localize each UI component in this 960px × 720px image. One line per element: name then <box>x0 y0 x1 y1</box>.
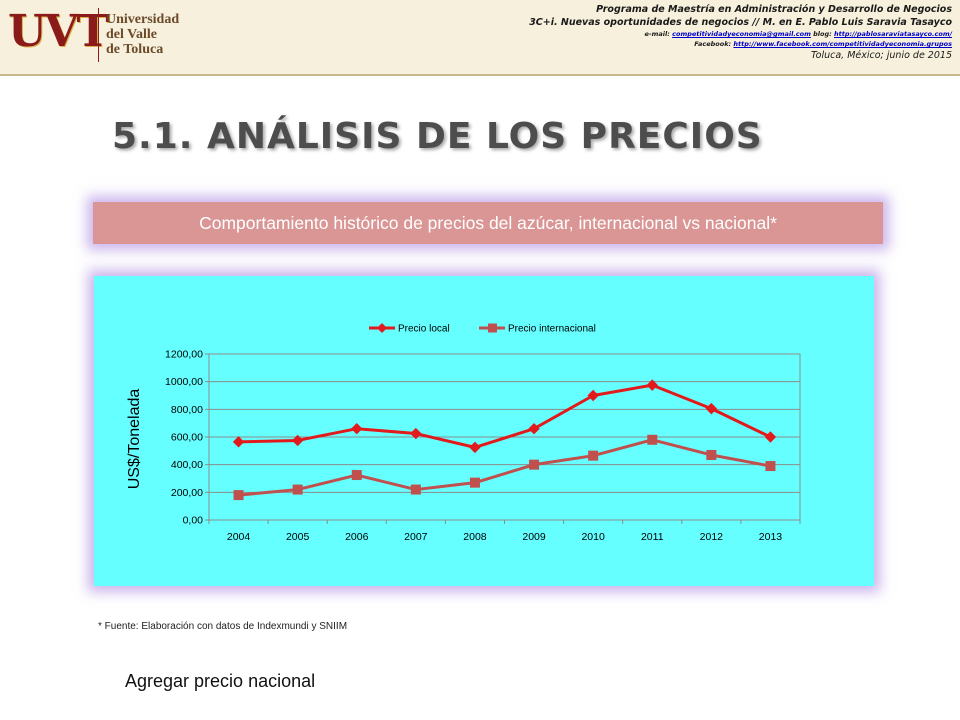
y-tick-label: 1000,00 <box>165 376 203 388</box>
legend-label: Precio local <box>398 324 450 335</box>
x-tick-label: 2007 <box>404 531 428 543</box>
data-point-local <box>410 427 422 440</box>
data-point-local <box>469 441 481 454</box>
course-line: 3C+i. Nuevas oportunidades de negocios /… <box>529 17 952 28</box>
x-tick-label: 2008 <box>463 531 487 543</box>
logo-line-1: Universidad <box>106 12 180 27</box>
data-point-international <box>765 461 776 472</box>
legend-label: Precio internacional <box>508 324 596 335</box>
slide-note: Agregar precio nacional <box>125 671 316 691</box>
y-tick-label: 200,00 <box>171 487 203 499</box>
x-tick-label: 2006 <box>345 531 369 543</box>
blog-label: blog: <box>813 30 832 38</box>
y-axis-label: US$/Tonelada <box>126 389 143 490</box>
logo-name: Universidad del Valle de Toluca <box>106 12 179 57</box>
facebook-line: Facebook: http://www.facebook.com/compet… <box>529 39 952 49</box>
data-point-local <box>528 422 540 435</box>
chart-subtitle-box: Comportamiento histórico de precios del … <box>93 202 883 244</box>
logo-line-3: de Toluca <box>106 42 164 57</box>
data-point-local <box>764 431 777 443</box>
series-line-local <box>238 383 772 449</box>
logo-line-2: del Valle <box>106 27 157 42</box>
source-note: * Fuente: Elaboración con datos de Index… <box>98 621 348 632</box>
chart-panel: 0,00 200,00 400,00 600,00 800,00 1000,00 1200,… <box>94 276 874 586</box>
facebook-label: Facebook: <box>694 40 732 48</box>
data-point-local <box>646 379 658 391</box>
data-point-international <box>469 477 480 488</box>
header-info: Programa de Maestría en Administración y… <box>529 3 952 62</box>
y-tick-label: 1200,00 <box>165 349 203 361</box>
y-tick-label: 800,00 <box>171 404 203 416</box>
email-link[interactable]: competitividadyeconomia@gmail.com <box>672 30 811 38</box>
university-logo: UVT Universidad del Valle de Toluca <box>6 4 186 66</box>
data-point-local <box>351 422 363 435</box>
data-point-international <box>233 490 244 501</box>
data-point-local <box>291 434 304 447</box>
x-tick-label: 2013 <box>759 531 783 543</box>
email-label: e-mail: <box>644 30 670 38</box>
blog-link[interactable]: http://pablosaraviatasayco.com/ <box>834 30 952 38</box>
x-tick-label: 2005 <box>286 531 310 543</box>
legend-marker <box>488 323 497 333</box>
x-tick-label: 2012 <box>700 531 724 543</box>
facebook-link[interactable]: http://www.facebook.com/competitividadye… <box>733 40 952 48</box>
data-point-international <box>647 434 658 445</box>
series-line-international <box>238 438 771 497</box>
place-date: Toluca, México; junio de 2015 <box>811 50 952 61</box>
data-point-international <box>588 450 599 461</box>
data-point-international <box>292 484 303 495</box>
x-tick-label: 2010 <box>581 531 605 543</box>
data-point-local <box>705 402 718 415</box>
data-point-international <box>706 449 717 460</box>
data-point-international <box>529 459 540 470</box>
data-point-local <box>232 436 245 448</box>
logo-abbreviation: UVT <box>8 6 109 57</box>
data-point-local <box>587 389 599 402</box>
y-tick-label: 600,00 <box>171 432 203 444</box>
contact-line: e-mail: competitividadyeconomia@gmail.co… <box>529 29 952 39</box>
x-tick-label: 2004 <box>227 531 251 543</box>
price-chart: 0,00 200,00 400,00 600,00 800,00 1000,00 1200,… <box>126 323 801 543</box>
chart-subtitle: Comportamiento histórico de precios del … <box>199 212 777 233</box>
y-tick-label: 0,00 <box>183 515 204 527</box>
data-point-international <box>410 484 421 495</box>
header-banner: UVT Universidad del Valle de Toluca Prog… <box>0 0 960 76</box>
legend-marker <box>377 323 387 333</box>
slide-title: 5.1. ANÁLISIS DE LOS PRECIOS <box>112 116 763 157</box>
y-tick-label: 400,00 <box>171 459 203 471</box>
data-point-international <box>351 470 362 481</box>
x-tick-label: 2009 <box>522 531 546 543</box>
program-line: Programa de Maestría en Administración y… <box>596 4 952 15</box>
logo-divider <box>98 8 99 62</box>
x-tick-label: 2011 <box>641 531 664 543</box>
